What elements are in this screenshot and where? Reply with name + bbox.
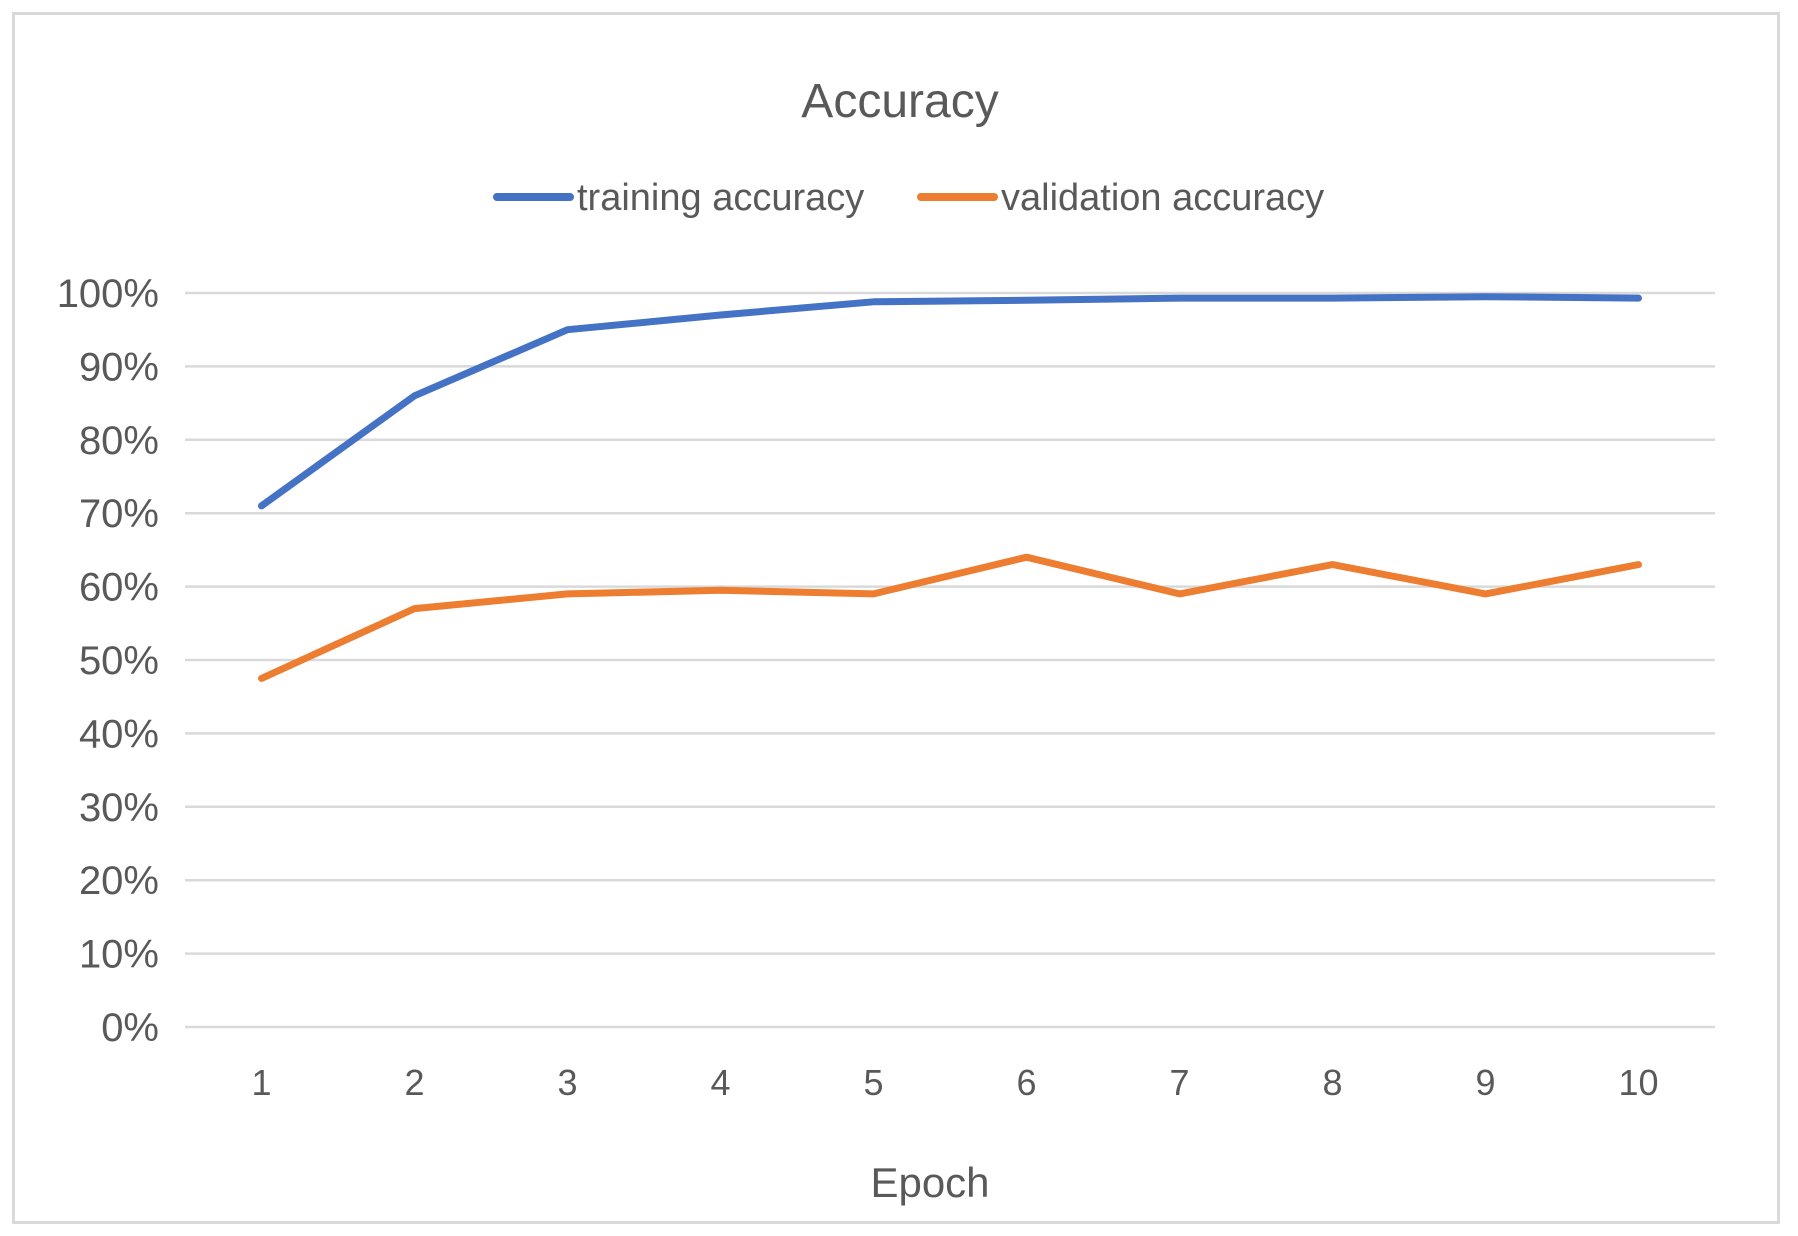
chart-frame: Accuracy training accuracy validation ac… [12, 12, 1780, 1224]
y-axis-tick-labels: 0% 10% 20% 30% 40% 50% 60% 70% 80% 90% 100% [57, 272, 159, 1050]
x-tick-label: 5 [863, 1062, 883, 1103]
y-tick-label: 100% [57, 272, 159, 316]
x-tick-label: 1 [251, 1062, 271, 1103]
x-axis-tick-labels: 1 2 3 4 5 6 7 8 9 10 [251, 1062, 1658, 1103]
x-tick-label: 6 [1016, 1062, 1036, 1103]
y-tick-label: 20% [79, 859, 159, 903]
y-tick-label: 0% [101, 1006, 159, 1050]
legend-label-validation-accuracy: validation accuracy [1001, 177, 1324, 219]
y-tick-label: 90% [79, 345, 159, 389]
series-line-training-accuracy [258, 293, 1642, 510]
y-tick-label: 10% [79, 933, 159, 977]
x-tick-label: 4 [710, 1062, 730, 1103]
y-tick-label: 40% [79, 712, 159, 756]
y-tick-label: 70% [79, 492, 159, 536]
y-tick-label: 50% [79, 639, 159, 683]
x-tick-label: 7 [1169, 1062, 1189, 1103]
x-tick-label: 9 [1475, 1062, 1495, 1103]
x-axis-title: Epoch [870, 1159, 989, 1206]
series-lines [258, 293, 1642, 682]
accuracy-line-chart: Accuracy training accuracy validation ac… [57, 75, 1715, 1206]
x-tick-label: 3 [557, 1062, 577, 1103]
chart-legend: training accuracy validation accuracy [493, 177, 1324, 219]
y-tick-label: 30% [79, 786, 159, 830]
chart-title: Accuracy [801, 75, 998, 128]
series-line-validation-accuracy [258, 553, 1642, 682]
x-tick-label: 10 [1618, 1062, 1658, 1103]
legend-label-training-accuracy: training accuracy [577, 177, 864, 219]
x-tick-label: 2 [404, 1062, 424, 1103]
gridlines [185, 291, 1715, 1029]
y-tick-label: 80% [79, 419, 159, 463]
x-tick-label: 8 [1322, 1062, 1342, 1103]
y-tick-label: 60% [79, 566, 159, 610]
